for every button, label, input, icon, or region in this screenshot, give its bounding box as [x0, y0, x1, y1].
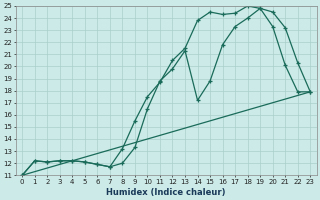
X-axis label: Humidex (Indice chaleur): Humidex (Indice chaleur): [107, 188, 226, 197]
